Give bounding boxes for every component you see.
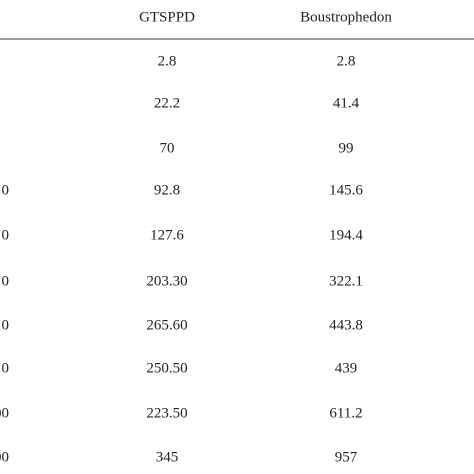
cell: 322.1 — [329, 273, 363, 289]
cell: 70 — [160, 140, 175, 156]
cell: 2.8 — [158, 53, 177, 69]
column-header: Boustrophedon — [300, 9, 392, 25]
row-label: 00 — [0, 405, 9, 421]
row-label: 0 — [2, 227, 10, 243]
row-label: 0 — [2, 182, 10, 198]
cell: 611.2 — [329, 405, 362, 421]
cell: 145.6 — [329, 182, 363, 198]
row-label: 0 — [2, 273, 10, 289]
cell: 203.30 — [146, 273, 187, 289]
cell: 92.8 — [154, 182, 180, 198]
cell: 127.6 — [150, 227, 184, 243]
cell: 99 — [339, 140, 354, 156]
cell: 443.8 — [329, 317, 363, 333]
cell: 957 — [335, 449, 358, 465]
column-header: GTSPPD — [139, 9, 195, 25]
cell: 345 — [156, 449, 179, 465]
row-label: 00 — [0, 449, 9, 465]
cell: 250.50 — [146, 360, 187, 376]
cell: 223.50 — [146, 405, 187, 421]
cell: 439 — [335, 360, 358, 376]
row-label: 0 — [2, 360, 10, 376]
cell: 22.2 — [154, 95, 180, 111]
cell: 41.4 — [333, 95, 360, 111]
row-label: 0 — [2, 317, 10, 333]
cell: 2.8 — [337, 53, 356, 69]
cell: 265.60 — [146, 317, 187, 333]
cell: 194.4 — [329, 227, 363, 243]
